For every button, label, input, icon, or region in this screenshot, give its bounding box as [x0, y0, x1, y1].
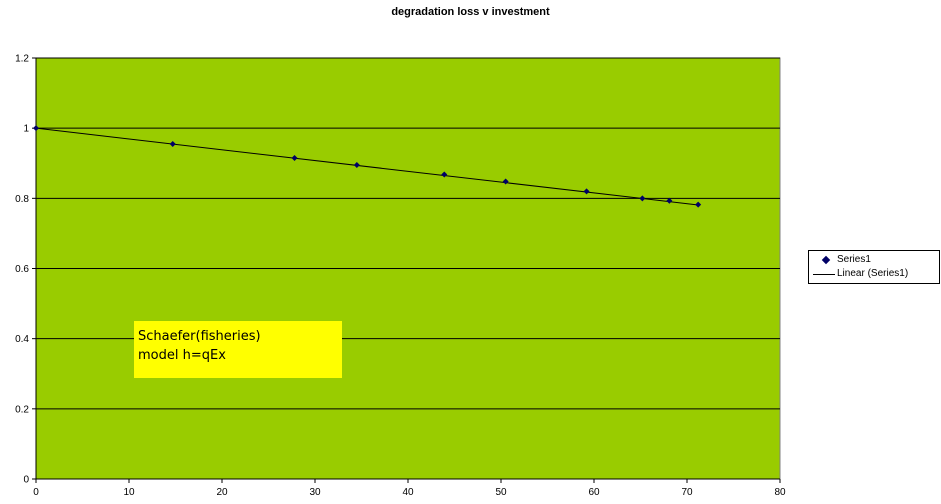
data-point: [353, 162, 360, 169]
data-point: [639, 195, 646, 202]
legend: Series1 Linear (Series1): [808, 250, 940, 284]
y-axis-ticks: 0 0.2 0.4 0.6 0.8 1 1.2: [15, 54, 36, 486]
data-point: [441, 171, 448, 178]
chart-title: degradation loss v investment: [391, 6, 550, 18]
data-point: [291, 154, 298, 161]
x-tick-label: 60: [588, 487, 600, 498]
y-tick-label: 1: [23, 124, 29, 135]
line-icon: [813, 274, 835, 275]
x-tick-label: 0: [33, 487, 39, 498]
gridlines: [36, 57, 780, 410]
data-point: [33, 125, 39, 132]
x-tick-label: 70: [681, 487, 693, 498]
annotation-line-1: Schaefer(fisheries): [138, 329, 261, 344]
y-tick-label: 0.8: [15, 194, 29, 205]
annotation-box: Schaefer(fisheries) model h=qEx: [134, 321, 342, 378]
x-tick-label: 50: [495, 487, 507, 498]
y-tick-label: 0: [23, 475, 29, 486]
data-point: [695, 201, 702, 208]
x-tick-label: 30: [309, 487, 321, 498]
x-axis-ticks: 0 10 20 30 40 50 60 70 80: [33, 479, 786, 498]
x-tick-label: 40: [402, 487, 414, 498]
legend-label: Series1: [837, 254, 871, 265]
x-tick-label: 20: [216, 487, 228, 498]
data-point: [502, 178, 509, 185]
y-tick-label: 0.4: [15, 334, 29, 345]
series-points: [33, 125, 702, 208]
legend-label: Linear (Series1): [837, 268, 909, 279]
y-tick-label: 1.2: [15, 54, 29, 65]
data-point: [666, 197, 673, 204]
diamond-marker-icon: [821, 255, 831, 265]
x-tick-label: 10: [123, 487, 135, 498]
x-tick-label: 80: [774, 487, 786, 498]
y-tick-label: 0.2: [15, 404, 29, 415]
y-tick-label: 0.6: [15, 264, 29, 275]
data-point: [583, 188, 590, 195]
annotation-line-2: model h=qEx: [138, 348, 226, 363]
data-point: [169, 140, 176, 147]
